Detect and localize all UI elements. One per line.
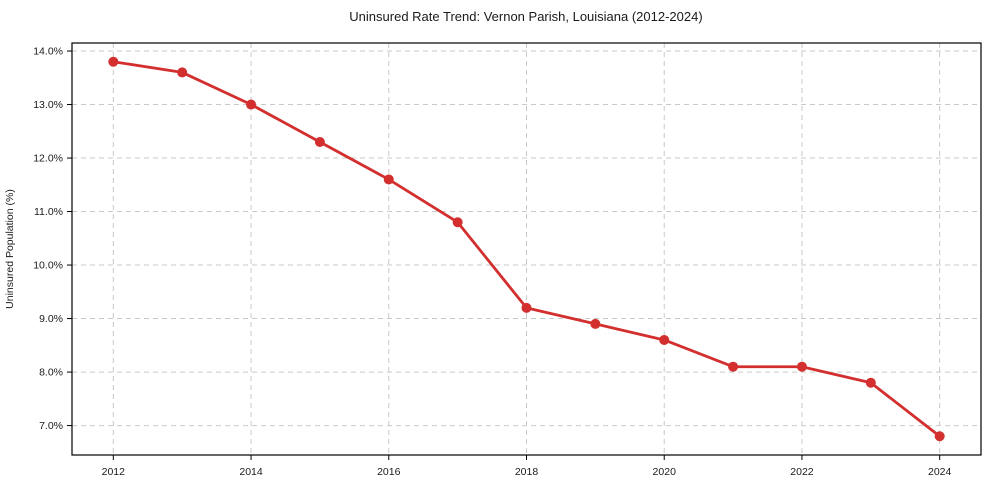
data-point <box>521 302 532 313</box>
data-point <box>314 136 325 147</box>
plot-layers: 7.0% 8.0% 9.0% 10.0% 11.0% 12.0% 13.0% 14.0% 201… <box>33 42 982 478</box>
y-tick-label: 8.0% <box>39 367 63 379</box>
data-point <box>590 318 601 329</box>
data-point <box>452 217 463 228</box>
x-tick-label: 2022 <box>790 466 814 478</box>
y-tick-label: 11.0% <box>34 206 63 218</box>
y-tick-label: 7.0% <box>39 420 63 432</box>
data-point <box>659 334 670 345</box>
data-point <box>865 377 876 388</box>
x-tick-label: 2018 <box>515 466 539 478</box>
data-point <box>108 56 119 67</box>
x-tick-label: 2024 <box>928 466 952 478</box>
data-point <box>728 361 739 372</box>
data-point <box>934 431 945 442</box>
y-tick-label: 9.0% <box>39 313 63 325</box>
x-tick-label: 2016 <box>377 466 401 478</box>
y-tick-label: 10.0% <box>33 260 63 272</box>
x-tick-label: 2014 <box>239 466 263 478</box>
x-tick-label: 2020 <box>653 466 677 478</box>
data-point <box>246 99 257 110</box>
data-point <box>177 67 188 78</box>
data-point <box>796 361 807 372</box>
x-tick-label: 2012 <box>102 466 126 478</box>
y-tick-label: 13.0% <box>33 99 63 111</box>
y-tick-label: 12.0% <box>33 153 63 165</box>
data-point <box>383 174 394 185</box>
chart-title: Uninsured Rate Trend: Vernon Parish, Lou… <box>349 9 702 24</box>
y-axis-label: Uninsured Population (%) <box>4 189 16 309</box>
y-tick-label: 14.0% <box>33 46 63 58</box>
